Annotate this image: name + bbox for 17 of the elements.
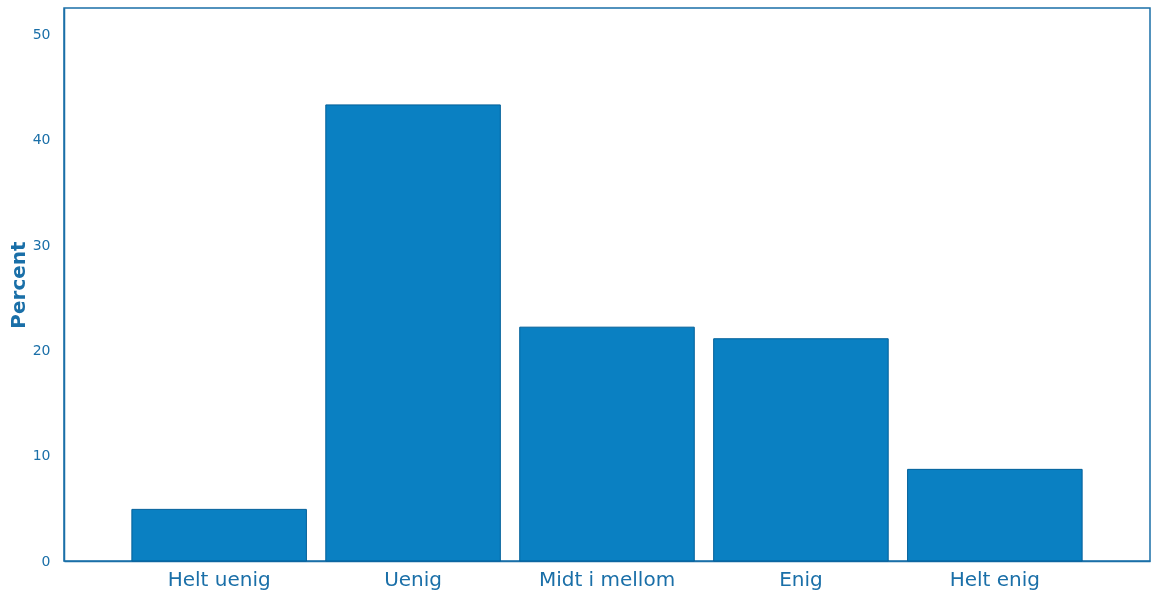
y-tick-label: 50: [32, 25, 51, 42]
y-tick-label: 10: [32, 447, 51, 464]
bar: [325, 104, 501, 562]
y-tick-label: 30: [32, 236, 51, 253]
x-tick-label: Uenig: [384, 566, 443, 591]
bar: [713, 338, 889, 562]
y-tick-label: 0: [41, 552, 51, 569]
x-tick-label: Helt enig: [949, 566, 1041, 591]
bar: [519, 326, 695, 562]
x-tick-label: Enig: [779, 566, 823, 591]
y-tick-label: 20: [32, 341, 51, 358]
y-tick-label: 40: [32, 131, 51, 148]
x-tick-label: Midt i mellom: [538, 566, 676, 591]
x-tick-label: Helt uenig: [167, 566, 271, 591]
bar: [907, 468, 1083, 562]
y-axis-title: Percent: [5, 240, 30, 329]
bar: [131, 508, 307, 562]
